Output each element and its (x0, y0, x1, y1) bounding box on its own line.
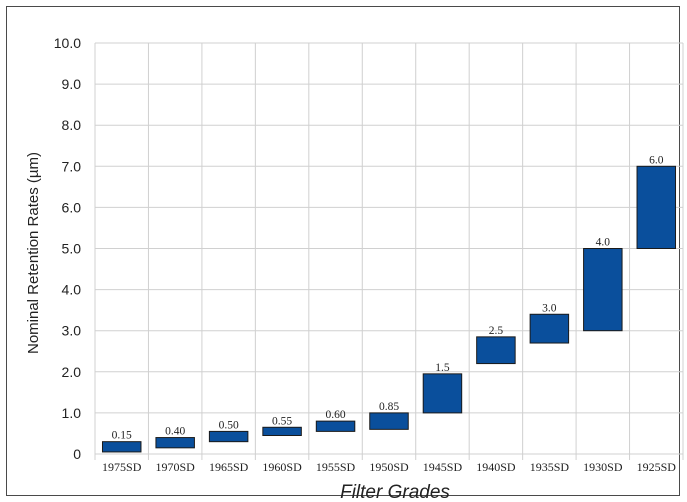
bar-1975SD (101, 441, 142, 453)
y-tick-label: 5.0 (62, 241, 82, 257)
data-label: 2.5 (489, 325, 504, 337)
bar-1925SD (636, 165, 677, 249)
bar-1960SD (262, 426, 302, 437)
data-label: 0.55 (272, 415, 292, 427)
x-tick-label: 1960SD (262, 460, 302, 474)
bar-1955SD (315, 420, 356, 432)
x-tick-label: 1950SD (369, 460, 409, 474)
data-label: 3.0 (542, 302, 557, 314)
x-tick-label: 1940SD (476, 460, 516, 474)
x-tick-label: 1925SD (637, 460, 677, 474)
bar-1950SD (369, 412, 409, 430)
bar-1940SD (476, 336, 516, 365)
bar-1965SD (208, 430, 249, 443)
x-tick-label: 1955SD (316, 460, 356, 474)
data-label: 0.85 (379, 401, 399, 413)
y-tick-label: 0 (73, 446, 81, 462)
data-label: 6.0 (649, 154, 664, 166)
x-tick-label: 1930SD (583, 460, 623, 474)
x-tick-label: 1965SD (209, 460, 249, 474)
y-axis-label: Nominal Retention Rates (µm) (25, 152, 42, 354)
data-label: 1.5 (435, 362, 450, 374)
bar-1970SD (155, 437, 195, 449)
data-label: 0.15 (112, 430, 132, 442)
y-tick-label: 9.0 (62, 76, 82, 92)
data-labels: 0.15 0.40 0.50 0.55 0.60 0.85 1.5 2.5 3.0 4.0 6.0 (112, 154, 664, 441)
x-axis-ticks: 1975SD 1970SD 1965SD 1960SD 1955SD 1950SD 1945… (102, 460, 676, 474)
x-tick-label: 1945SD (423, 460, 463, 474)
y-axis-ticks: 0 1.0 2.0 3.0 4.0 5.0 6.0 7.0 8.0 9.0 10.0 (54, 35, 81, 462)
bar-1945SD (422, 373, 463, 414)
bar-1935SD (529, 313, 570, 344)
y-tick-label: 10.0 (54, 35, 81, 51)
y-tick-label: 7.0 (62, 158, 82, 174)
x-tick-label: 1970SD (156, 460, 196, 474)
data-label: 4.0 (596, 237, 611, 249)
bars (101, 165, 677, 453)
x-axis-label: Filter Grades (340, 482, 450, 502)
y-tick-label: 8.0 (62, 117, 82, 133)
bar-1930SD (583, 248, 623, 332)
y-tick-label: 4.0 (62, 282, 82, 298)
y-tick-label: 6.0 (62, 199, 82, 215)
chart-frame (6, 6, 680, 496)
x-tick-label: 1935SD (530, 460, 570, 474)
y-tick-label: 2.0 (62, 364, 82, 380)
x-tick-label: 1975SD (102, 460, 142, 474)
y-tick-label: 1.0 (62, 405, 82, 421)
data-label: 0.60 (325, 409, 345, 421)
data-label: 0.40 (165, 426, 185, 438)
data-label: 0.50 (219, 419, 239, 431)
y-tick-label: 3.0 (62, 323, 82, 339)
